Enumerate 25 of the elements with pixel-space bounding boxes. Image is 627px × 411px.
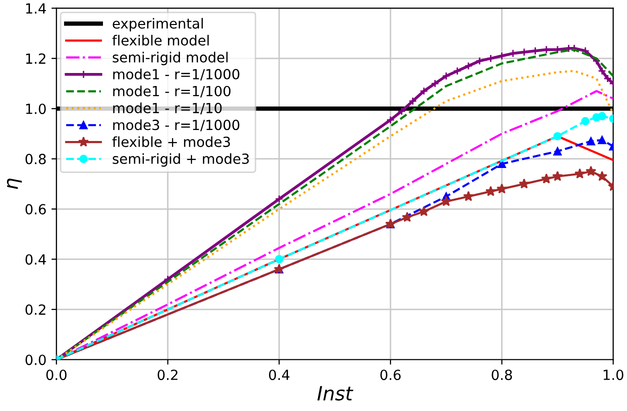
x-tick-label: 0.4 bbox=[269, 370, 290, 380]
legend-label: mode3 - r=1/1000 bbox=[113, 119, 240, 132]
x-tick-label: 0.2 bbox=[158, 370, 178, 380]
legend-label: semi-rigid model bbox=[112, 52, 228, 66]
y-tick-label: 1.2 bbox=[26, 53, 46, 64]
x-tick-label: 0.8 bbox=[492, 370, 512, 380]
legend-label: experimental bbox=[112, 18, 203, 32]
y-tick-label: 1.0 bbox=[26, 104, 46, 114]
y-tick-label: 1.4 bbox=[26, 3, 46, 14]
legend-label: flexible + mode3 bbox=[112, 136, 230, 148]
x-tick-label: 0.0 bbox=[46, 370, 67, 380]
y-tick-label: 0.8 bbox=[26, 154, 46, 164]
legend-label: mode1 - r=1/1000 bbox=[113, 68, 240, 81]
legend-label: mode1 - r=1/10 bbox=[113, 102, 222, 114]
y-tick-label: 0.4 bbox=[26, 254, 46, 265]
legend-label: semi-rigid + mode3 bbox=[112, 153, 249, 167]
y-tick-label: 0.0 bbox=[26, 354, 46, 366]
y-tick-label: 0.2 bbox=[26, 304, 46, 315]
x-tick-label: 1.0 bbox=[604, 370, 624, 380]
legend-label: flexible model bbox=[112, 34, 209, 46]
x-tick-label: 0.6 bbox=[380, 370, 401, 380]
x-axis-title: Inst bbox=[317, 386, 354, 401]
y-axis-title: η bbox=[6, 178, 22, 189]
y-tick-label: 0.6 bbox=[26, 204, 46, 214]
legend-label: mode1 - r=1/100 bbox=[113, 86, 231, 98]
